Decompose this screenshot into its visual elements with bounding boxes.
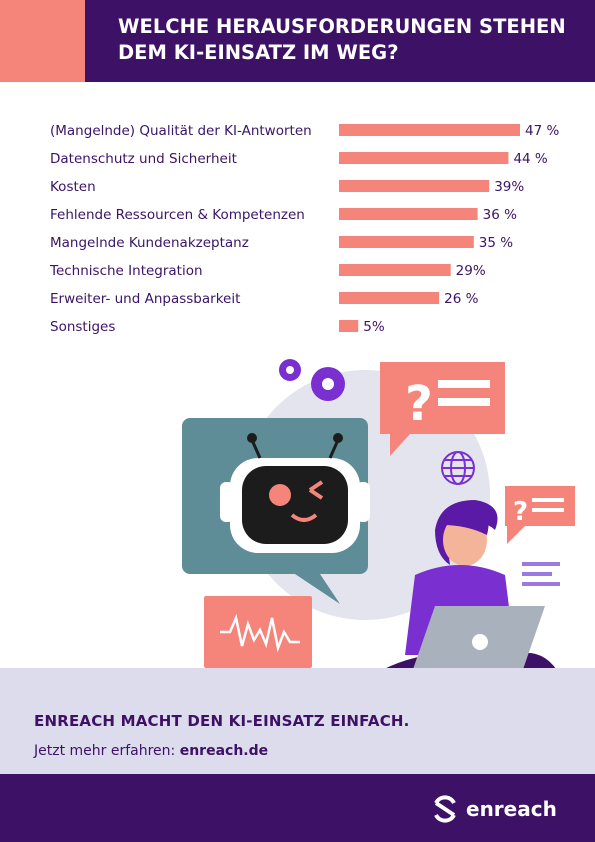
value-label: 35 % (479, 235, 513, 251)
category-label: Mangelnde Kundenakzeptanz (50, 235, 249, 251)
category-label: Fehlende Ressourcen & Kompetenzen (50, 207, 305, 223)
page-title: WELCHE HERAUSFORDERUNGEN STEHEN DEM KI-E… (118, 15, 566, 64)
enreach-logo[interactable]: enreach (430, 790, 557, 828)
logo-text: enreach (466, 797, 557, 821)
website-link[interactable]: enreach.de (179, 743, 269, 759)
footer-band (0, 668, 595, 774)
category-label: Datenschutz und Sicherheit (50, 151, 237, 167)
more-info-prefix: Jetzt mehr erfahren: (34, 743, 176, 759)
value-label: 36 % (483, 207, 517, 223)
value-label: 39% (494, 179, 524, 195)
gear-icon (279, 359, 345, 401)
bar (339, 264, 451, 276)
svg-text:?: ? (405, 376, 433, 432)
value-label: 47 % (525, 123, 559, 139)
bar (339, 180, 490, 192)
value-label: 26 % (444, 291, 478, 307)
enreach-logo-icon (434, 795, 456, 823)
illustration: ? ? (182, 359, 575, 722)
cta-heading: ENREACH MACHT DEN KI-EINSATZ EINFACH. (34, 712, 410, 730)
waveform-icon (204, 596, 312, 668)
bar (339, 124, 520, 136)
svg-text:?: ? (513, 497, 528, 527)
category-label: Technische Integration (49, 263, 203, 279)
header-accent-block (0, 0, 85, 82)
question-bubble-icon: ? (380, 362, 505, 456)
category-label: Erweiter- und Anpassbarkeit (50, 291, 240, 307)
footer-bar (0, 774, 595, 842)
small-question-bubble-icon: ? (505, 486, 575, 544)
bar (339, 152, 509, 164)
value-label: 29% (456, 263, 486, 279)
value-label: 44 % (513, 151, 547, 167)
category-label: (Mangelnde) Qualität der KI-Antworten (50, 123, 312, 139)
bar-chart: (Mangelnde) Qualität der KI-Antworten 47 … (49, 123, 559, 335)
robot-icon (220, 433, 370, 553)
bar (339, 320, 359, 332)
more-info-line: Jetzt mehr erfahren: enreach.de (34, 743, 268, 759)
value-label: 5% (363, 319, 385, 335)
header: WELCHE HERAUSFORDERUNGEN STEHEN DEM KI-E… (0, 0, 595, 82)
bar (339, 236, 474, 248)
bar (339, 292, 440, 304)
bar (339, 208, 478, 220)
globe-icon (441, 451, 475, 485)
laptop-icon (410, 606, 545, 678)
category-label: Kosten (50, 179, 96, 195)
category-label: Sonstiges (50, 319, 115, 335)
text-lines-icon (522, 562, 560, 586)
